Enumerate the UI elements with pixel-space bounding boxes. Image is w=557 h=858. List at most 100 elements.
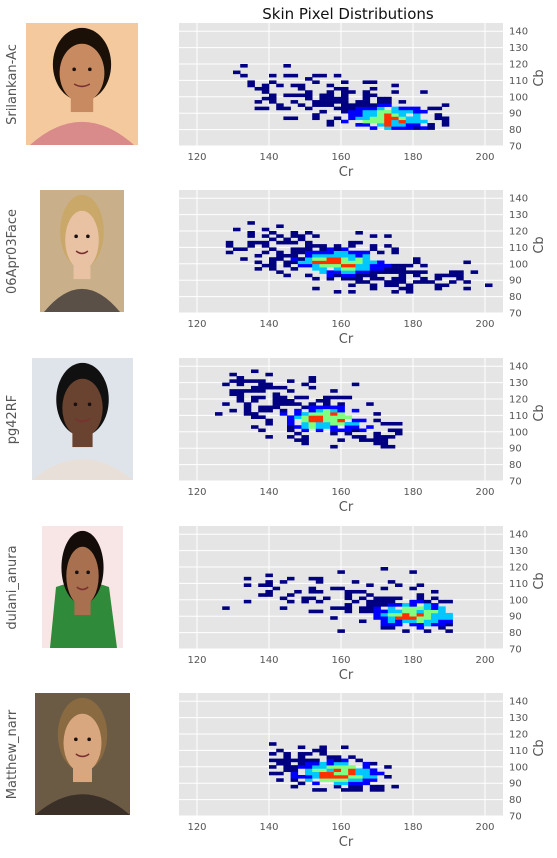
heatmap-bin xyxy=(333,270,342,274)
heatmap-bin xyxy=(308,586,317,591)
heatmap-bin xyxy=(305,240,313,245)
heatmap-bin xyxy=(369,93,378,98)
heatmap-bin xyxy=(434,116,443,121)
heatmap-bin xyxy=(413,257,421,261)
heatmap-bin xyxy=(272,395,281,400)
heatmap-bin xyxy=(333,106,342,111)
heatmap-bin xyxy=(380,444,389,449)
heatmap-bin xyxy=(341,778,349,782)
heatmap-bin xyxy=(355,781,363,786)
heatmap-bin xyxy=(305,93,313,98)
heatmap-bin xyxy=(416,616,425,620)
heatmap-bin xyxy=(294,415,302,419)
heatmap-bin xyxy=(269,100,277,104)
heatmap-bin xyxy=(261,234,270,238)
heatmap-bin xyxy=(341,93,349,98)
heatmap-bin xyxy=(344,431,353,436)
y-tick-label: 120 xyxy=(509,563,528,574)
heatmap-bin xyxy=(391,106,399,111)
heatmap-bin xyxy=(326,761,335,766)
heatmap-bin xyxy=(344,589,353,594)
heatmap-bin xyxy=(290,116,299,121)
heatmap-bin xyxy=(312,771,320,776)
heatmap-bin xyxy=(272,392,281,397)
heatmap-bin xyxy=(333,257,342,261)
heatmap-bin xyxy=(369,267,378,271)
heatmap-bin xyxy=(337,606,345,610)
heatmap-bin xyxy=(416,593,425,597)
y-tick-label: 120 xyxy=(509,60,528,71)
heatmap-bin xyxy=(348,244,356,248)
heatmap-bin xyxy=(402,616,410,620)
heatmap-bin xyxy=(290,100,299,104)
heatmap-bin xyxy=(247,234,255,238)
heatmap-bin xyxy=(254,100,263,104)
heatmap-bin xyxy=(431,619,439,624)
heatmap-bin xyxy=(240,257,248,261)
heatmap-bin xyxy=(326,276,335,281)
heatmap-bin xyxy=(434,276,443,281)
heatmap-bin xyxy=(348,755,356,759)
heatmap-bin xyxy=(301,425,309,429)
heatmap-bin xyxy=(287,593,295,597)
heatmap-bin xyxy=(438,609,446,614)
heatmap-bin xyxy=(431,609,439,614)
heatmap-bin xyxy=(355,771,363,776)
heatmap-bin xyxy=(395,622,403,627)
heatmap-bin xyxy=(369,286,378,291)
heatmap-bin xyxy=(387,609,396,614)
heatmap-bin xyxy=(391,263,399,268)
heatmap-bin xyxy=(265,405,273,410)
heatmap-bin xyxy=(269,247,277,251)
heatmap-bin xyxy=(369,106,378,111)
heatmap-bin xyxy=(287,402,295,406)
heatmap-bin xyxy=(351,382,360,387)
shoulders-shape xyxy=(30,121,134,145)
heatmap-bin xyxy=(398,276,407,281)
heatmap-bin xyxy=(312,250,320,255)
heatmap-bin xyxy=(301,382,309,387)
heatmap-bin xyxy=(312,276,320,281)
heatmap-bin xyxy=(434,113,443,117)
heatmap-bin xyxy=(441,119,450,124)
heatmap-bin xyxy=(355,116,363,121)
heatmap-bin xyxy=(279,399,288,403)
heatmap-bin xyxy=(333,86,342,91)
heatmap-bin xyxy=(319,788,327,792)
heatmap-bin xyxy=(402,603,410,607)
heatmap-bin xyxy=(377,784,385,789)
heatmap-bin xyxy=(409,609,417,614)
heatmap-bin xyxy=(369,276,378,281)
heatmap-bin xyxy=(355,240,363,245)
heatmap-bin xyxy=(330,405,338,410)
panel-0: Srilankan-Ac 120 140 160 180 200 70 80 90 100 110 1… xyxy=(5,23,547,180)
heatmap-bin xyxy=(326,273,335,278)
heatmap-bin xyxy=(330,444,338,449)
heatmap-bin xyxy=(312,768,320,773)
heatmap-bin xyxy=(384,267,392,271)
heatmap-bin xyxy=(258,379,266,383)
heatmap-bin xyxy=(341,273,349,278)
heatmap-bin xyxy=(330,408,338,413)
heatmap-bin xyxy=(362,280,371,284)
heatmap-bin xyxy=(243,599,252,604)
heatmap-bin xyxy=(380,599,389,604)
heatmap-bin xyxy=(377,113,385,117)
heatmap-bin xyxy=(290,83,299,88)
heatmap-bin xyxy=(369,109,378,114)
heatmap-bin xyxy=(323,421,331,426)
heatmap-bin xyxy=(269,752,277,756)
heatmap-bin xyxy=(261,227,270,232)
heatmap-bin xyxy=(301,441,309,446)
shoulders-shape xyxy=(32,459,133,480)
heatmap-bin xyxy=(337,402,345,406)
man-portrait-icon xyxy=(35,693,130,815)
heatmap-bin xyxy=(319,73,327,78)
heatmap-bin xyxy=(308,421,317,426)
eye-shape xyxy=(73,402,78,407)
heatmap-bin xyxy=(355,775,363,779)
x-tick-label: 160 xyxy=(331,655,350,666)
heatmap-bin xyxy=(341,263,349,268)
heatmap-bin xyxy=(276,250,284,255)
y-tick-label: 100 xyxy=(509,259,528,270)
